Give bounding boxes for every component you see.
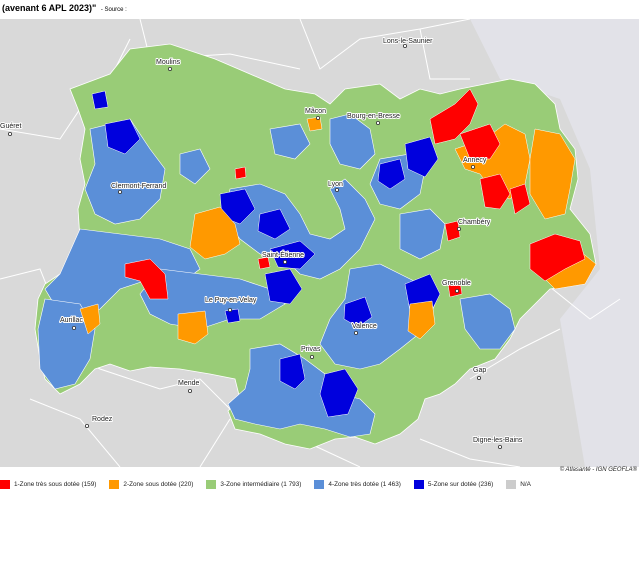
map-header: (avenant 6 APL 2023)" - Source : bbox=[2, 3, 127, 17]
label-annecy: Annecy bbox=[463, 157, 487, 164]
label-digne: Digne-les-Bains bbox=[473, 437, 523, 444]
label-privas: Privas bbox=[301, 346, 321, 353]
label-valence: Valence bbox=[352, 323, 377, 330]
legend-label: N/A bbox=[520, 480, 531, 488]
map-legend: 1-Zone très sous dotée (159) 2-Zone sous… bbox=[0, 478, 544, 490]
legend-swatch bbox=[0, 479, 10, 489]
legend-swatch bbox=[109, 479, 120, 489]
label-macon: Mâcon bbox=[305, 108, 326, 115]
zone5-areas bbox=[91, 90, 441, 418]
legend-swatch bbox=[206, 479, 217, 489]
label-saint-etienne: Saint-Étienne bbox=[262, 250, 304, 259]
label-clermont: Clermont-Ferrand bbox=[111, 183, 166, 190]
source-label: - Source : bbox=[100, 7, 127, 13]
legend-label: 3-Zone intermédiaire (1 793) bbox=[220, 480, 302, 488]
label-lyon: Lyon bbox=[328, 181, 343, 188]
legend-item-zone5: 5-Zone sur dotée (236) bbox=[413, 479, 494, 489]
map-svg[interactable]: Lons-le-Saunier Moulins Guéret Mâcon Bou… bbox=[0, 19, 639, 467]
label-aurillac: Aurillac bbox=[60, 317, 83, 324]
legend-label: 2-Zone sous dotée (220) bbox=[123, 480, 194, 488]
legend-label: 4-Zone très dotée (1 463) bbox=[328, 480, 401, 488]
zone1-areas bbox=[124, 88, 586, 300]
foreign-area bbox=[470, 19, 639, 467]
legend-item-zone4: 4-Zone très dotée (1 463) bbox=[314, 479, 401, 489]
label-rodez: Rodez bbox=[92, 416, 113, 423]
legend-swatch bbox=[413, 479, 424, 489]
map-title: (avenant 6 APL 2023)" bbox=[2, 3, 97, 13]
label-gap: Gap bbox=[473, 367, 486, 374]
label-chambery: Chambéry bbox=[458, 219, 491, 226]
label-gueret: Guéret bbox=[0, 123, 21, 130]
legend-item-zone2: 2-Zone sous dotée (220) bbox=[109, 479, 194, 489]
legend-label: 1-Zone très sous dotée (159) bbox=[14, 480, 97, 488]
label-lons: Lons-le-Saunier bbox=[383, 38, 433, 45]
place-labels: Lons-le-Saunier Moulins Guéret Mâcon Bou… bbox=[0, 37, 524, 445]
label-le-puy: Le Puy-en-Velay bbox=[205, 297, 257, 304]
legend-label: 5-Zone sur dotée (236) bbox=[427, 480, 494, 488]
legend-item-na: N/A bbox=[506, 479, 531, 489]
legend-swatch bbox=[314, 479, 325, 489]
label-grenoble: Grenoble bbox=[442, 280, 471, 287]
map-attribution: © Atlasanté - IGN GEOFLA® bbox=[559, 467, 637, 473]
label-moulins: Moulins bbox=[156, 59, 181, 66]
label-bourg: Bourg-en-Bresse bbox=[347, 113, 400, 120]
map-frame[interactable]: Lons-le-Saunier Moulins Guéret Mâcon Bou… bbox=[0, 19, 639, 467]
label-mende: Mende bbox=[178, 380, 200, 387]
legend-item-zone3: 3-Zone intermédiaire (1 793) bbox=[206, 479, 302, 489]
legend-item-zone1: 1-Zone très sous dotée (159) bbox=[0, 479, 97, 489]
zone4-areas bbox=[37, 113, 516, 438]
legend-swatch bbox=[506, 479, 517, 489]
city-markers bbox=[7, 43, 502, 449]
